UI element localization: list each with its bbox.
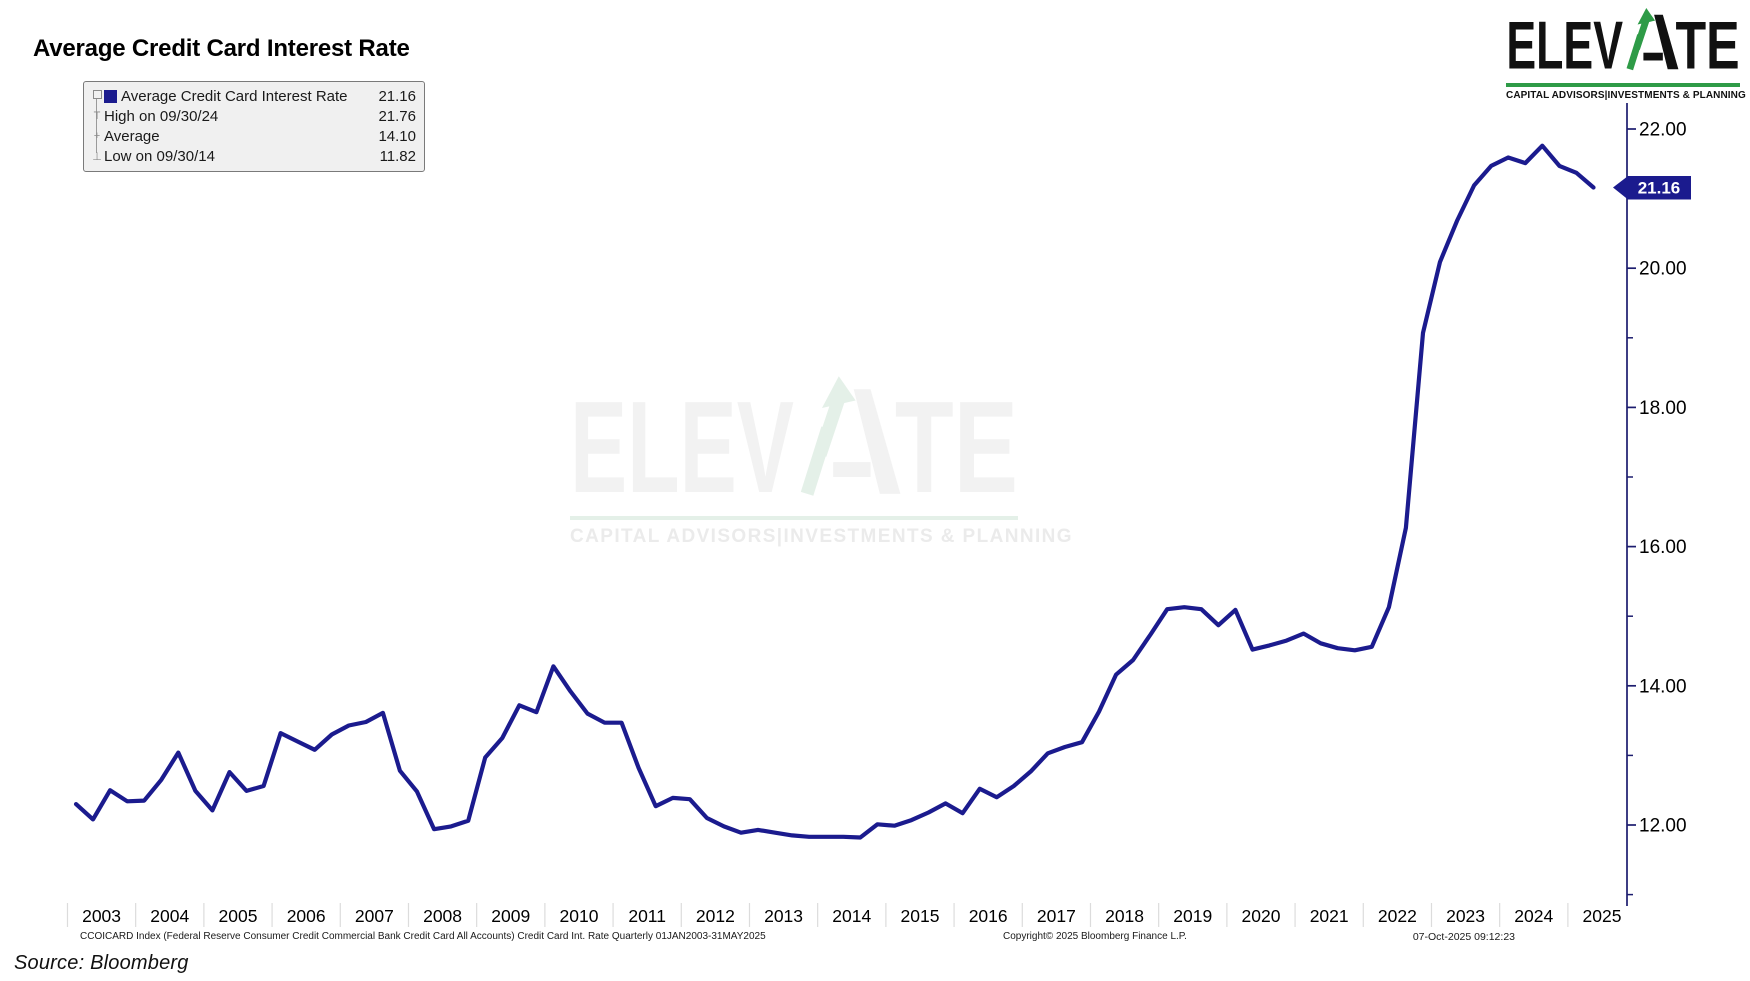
legend-average-label: Average (104, 127, 160, 145)
x-axis-year-label: 2019 (1173, 906, 1212, 926)
elevate-watermark: ELEV TE CAPITAL ADVISORS|INVESTMENTS & P… (570, 374, 1073, 548)
x-axis-year-label: 2004 (150, 906, 189, 926)
x-axis-year-label: 2023 (1446, 906, 1485, 926)
x-axis-year-label: 2024 (1514, 906, 1553, 926)
last-value-tag (1613, 175, 1691, 200)
interest-rate-line (73, 143, 1596, 840)
low-pin-icon: ⊥ (92, 150, 102, 163)
x-axis-year-label: 2014 (832, 906, 871, 926)
last-value-tag-label: 21.16 (1638, 178, 1681, 197)
watermark-arrow-icon (800, 396, 845, 496)
source-note: Source: Bloomberg (14, 952, 189, 974)
y-axis-tick-label: 22.00 (1639, 120, 1687, 141)
x-axis-year-label: 2007 (355, 906, 394, 926)
watermark-tagline: CAPITAL ADVISORS|INVESTMENTS & PLANNING (570, 526, 1073, 547)
logo-tagline: CAPITAL ADVISORS|INVESTMENTS & PLANNING (1506, 89, 1746, 101)
series-swatch-icon (104, 89, 117, 103)
high-pin-icon: T (93, 110, 101, 122)
x-axis-year-label: 2008 (423, 906, 462, 926)
x-axis-year-label: 2006 (287, 906, 326, 926)
legend-tree-line (96, 96, 97, 153)
legend-series-label: Average Credit Card Interest Rate (121, 87, 348, 105)
watermark-arrowhead-icon (822, 376, 856, 408)
x-axis-year-label: 2011 (628, 906, 666, 926)
x-axis-year-label: 2025 (1583, 906, 1622, 926)
logo-a-crossbar (1643, 52, 1663, 61)
x-axis-year-label: 2012 (696, 906, 735, 926)
logo-a-right-leg (1654, 14, 1679, 70)
x-axis-year-label: 2003 (82, 906, 121, 926)
legend-average-value: 14.10 (378, 127, 416, 145)
y-axis-tick-label: 12.00 (1639, 816, 1687, 837)
watermark-text-right: TE (895, 376, 1018, 509)
x-axis-year-label: 2017 (1037, 906, 1076, 926)
elevate-logo-wordmark: ELEV TE (1506, 7, 1739, 83)
legend-row-average: + Average 14.10 (90, 126, 416, 146)
watermark-rule (570, 516, 1018, 520)
legend-box: Average Credit Card Interest Rate 21.16 … (83, 81, 425, 172)
x-axis-year-label: 2016 (969, 906, 1008, 926)
x-axis-year-label: 2009 (491, 906, 530, 926)
legend-row-high: T High on 09/30/24 21.76 (90, 106, 416, 126)
elevate-watermark-wordmark: ELEV TE (570, 374, 1018, 520)
x-axis-year-label: 2020 (1242, 906, 1281, 926)
x-axis-year-label: 2022 (1378, 906, 1417, 926)
x-axis-year-label: 2015 (901, 906, 940, 926)
y-axis-tick-label: 18.00 (1639, 398, 1687, 419)
logo-arrowhead-icon (1637, 8, 1656, 25)
legend-high-label: High on 09/30/24 (104, 107, 219, 125)
legend-low-label: Low on 09/30/14 (104, 147, 215, 165)
watermark-a-crossbar (833, 462, 871, 478)
logo-text-left: ELEV (1506, 8, 1623, 77)
watermark-text-left: ELEV (570, 376, 794, 509)
copyright-note: Copyright© 2025 Bloomberg Finance L.P. (1003, 931, 1187, 942)
x-axis-year-label: 2021 (1310, 906, 1349, 926)
x-axis-year-label: 2013 (764, 906, 803, 926)
logo-text-right: TE (1675, 8, 1739, 77)
y-axis-tick-label: 20.00 (1639, 259, 1687, 280)
timestamp: 07-Oct-2025 09:12:23 (1412, 931, 1515, 943)
logo-rule (1506, 83, 1740, 87)
x-axis-year-label: 2010 (560, 906, 599, 926)
average-pin-icon: + (93, 130, 101, 142)
legend-row-series: Average Credit Card Interest Rate 21.16 (90, 86, 416, 106)
logo-arrow-icon (1626, 18, 1650, 71)
legend-collapse-icon (90, 90, 104, 102)
x-axis-year-label: 2005 (219, 906, 258, 926)
legend-low-value: 11.82 (379, 147, 416, 165)
y-axis-tick-label: 16.00 (1639, 537, 1687, 558)
watermark-a-right-leg (853, 389, 901, 494)
legend-row-low: ⊥ Low on 09/30/14 11.82 (90, 146, 416, 166)
index-description: CCOICARD Index (Federal Reserve Consumer… (80, 931, 766, 942)
y-axis-tick-label: 14.00 (1639, 676, 1687, 697)
legend-series-value: 21.16 (378, 87, 416, 105)
page-title: Average Credit Card Interest Rate (33, 35, 410, 62)
elevate-logo: ELEV TE CAPITAL ADVISORS|INVESTMENTS & P… (1506, 7, 1746, 101)
x-axis-year-label: 2018 (1105, 906, 1144, 926)
legend-high-value: 21.76 (378, 107, 416, 125)
